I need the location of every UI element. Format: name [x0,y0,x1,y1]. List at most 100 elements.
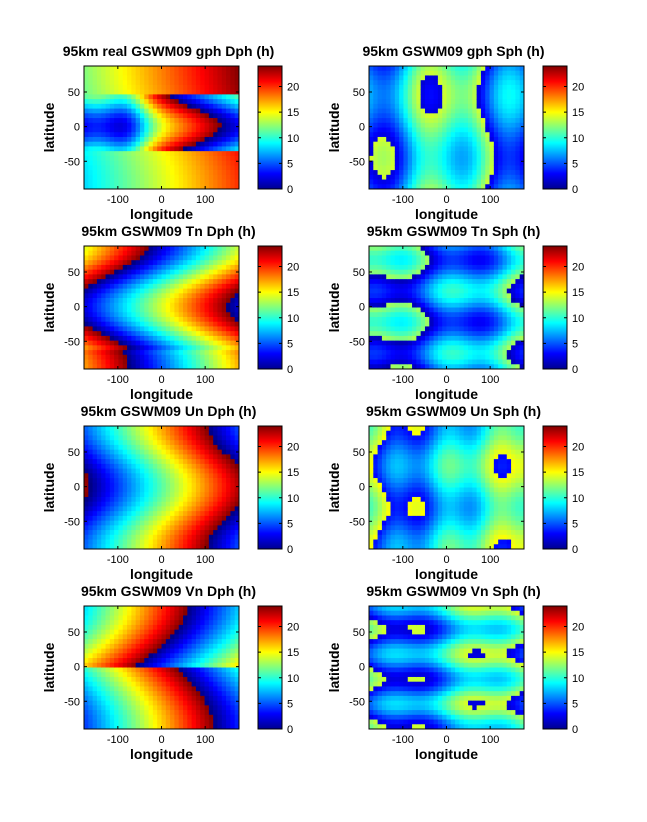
heatmap-cell [191,274,197,280]
heatmap-cell [84,99,89,105]
heatmap-cell [468,260,473,266]
heatmap-cell [170,274,175,280]
heatmap-cell [450,269,456,275]
x-tick-label: 0 [158,194,164,206]
heatmap-cell [234,75,240,81]
heatmap-cell [450,302,456,308]
heatmap-cell [429,184,434,190]
heatmap-cell [109,449,115,455]
heatmap-cell [450,250,456,256]
heatmap-cell [459,354,465,360]
heatmap-cell [191,89,197,95]
heatmap-cell [450,99,456,105]
heatmap-cell [493,293,499,299]
heatmap-cell [459,146,465,152]
heatmap-cell [429,350,434,356]
heatmap-cell [144,463,149,469]
heatmap-cell [135,250,141,256]
heatmap-cell [511,279,516,285]
heatmap-cell [226,430,231,436]
heatmap-cell [127,354,132,360]
heatmap-cell [468,103,473,109]
heatmap-cell [152,525,158,531]
heatmap-cell [416,312,422,318]
heatmap-cell [381,321,387,327]
heatmap-cell [101,298,106,304]
heatmap-cell [127,335,132,342]
heatmap-cell [468,246,473,252]
heatmap-cell [96,449,102,455]
heatmap-cell [178,127,184,133]
heatmap-cell [92,454,98,460]
heatmap-cell [226,321,231,327]
heatmap-cell [459,89,465,95]
heatmap-cell [114,350,119,356]
heatmap-cell [424,94,430,100]
heatmap-cell [139,293,145,299]
heatmap-cell [109,165,115,171]
heatmap-cell [165,80,171,86]
heatmap-cell [88,364,94,370]
heatmap-cell [200,283,205,289]
colorbar-tick-label: 0 [572,364,578,376]
heatmap-cell [373,298,379,304]
heatmap-cell [463,127,469,133]
heatmap-cell [131,501,137,507]
heatmap-cell [377,160,383,166]
heatmap-cell [191,312,197,318]
heatmap-cell [208,530,214,536]
heatmap-cell [515,127,521,133]
heatmap-cell [96,478,102,484]
x-axis-label: longitude [130,386,193,402]
heatmap-cell [433,89,439,95]
heatmap-cell [88,354,94,360]
heatmap-cell [122,440,128,446]
heatmap-cell [183,430,188,436]
heatmap-cell [84,440,89,446]
heatmap-cell [208,331,214,337]
heatmap-cell [493,103,499,109]
heatmap-cell [148,354,154,360]
heatmap-cell [122,155,128,162]
heatmap-cell [515,184,521,190]
heatmap-cell [502,250,508,256]
heatmap-cell [493,80,499,86]
heatmap-cell [157,501,162,507]
heatmap-cell [502,165,508,171]
heatmap-cell [468,151,473,157]
heatmap-cell [195,288,201,294]
heatmap-cell [105,80,111,86]
heatmap-cell [191,94,197,100]
heatmap-cell [221,478,227,484]
heatmap-cell [165,250,171,256]
heatmap-cell [480,75,486,81]
heatmap-cell [157,264,162,271]
heatmap-cell [135,89,141,95]
heatmap-cell [450,293,456,299]
heatmap-cell [450,364,456,370]
heatmap-cell [476,141,482,147]
heatmap-cell [511,151,516,157]
heatmap-cell [131,94,137,100]
heatmap-cell [157,340,162,346]
heatmap-cell [407,250,413,256]
heatmap-cell [144,269,149,275]
heatmap-cell [420,108,426,114]
heatmap-cell [114,89,119,95]
heatmap-cell [191,525,197,531]
heatmap-cell [96,520,102,526]
heatmap-cell [416,260,422,266]
heatmap-cell [114,246,119,252]
heatmap-cell [204,99,210,105]
heatmap-cell [226,246,231,252]
heatmap-cell [92,160,98,166]
heatmap-cell [450,122,456,128]
heatmap-cell [213,174,218,180]
heatmap-cell [161,174,167,180]
heatmap-cell [476,160,482,166]
heatmap-cell [165,302,171,308]
heatmap-cell [122,274,128,280]
heatmap-cell [433,170,439,176]
heatmap-cell [489,151,495,157]
heatmap-cell [165,293,171,299]
